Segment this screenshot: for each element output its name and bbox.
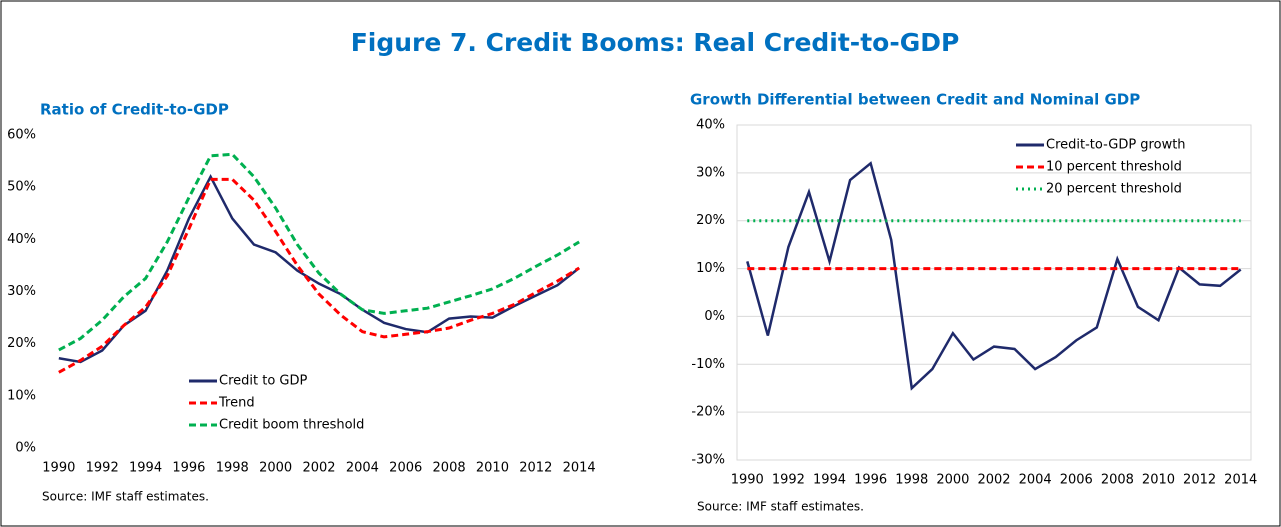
y-tick-label: 30% (7, 284, 36, 299)
x-tick-label: 2010 (476, 461, 509, 476)
y-tick-label: 10% (7, 388, 36, 403)
y-tick-label: 30% (696, 165, 725, 180)
figure-title: Figure 7. Credit Booms: Real Credit-to-G… (351, 28, 960, 57)
y-tick-label: 50% (7, 180, 36, 195)
x-tick-label: 1996 (172, 461, 205, 476)
y-tick-label: 40% (696, 118, 725, 133)
x-tick-label: 2004 (1019, 473, 1052, 488)
legend-label: Trend (218, 396, 255, 411)
x-tick-label: 1998 (216, 461, 249, 476)
x-tick-label: 1998 (895, 473, 928, 488)
plot-area (736, 124, 1252, 461)
y-tick-label: 0% (15, 441, 36, 456)
x-tick-label: 2000 (936, 473, 969, 488)
source-note: Source: IMF staff estimates. (42, 490, 209, 504)
x-tick-label: 1992 (772, 473, 805, 488)
x-tick-label: 2010 (1142, 473, 1175, 488)
x-tick-label: 2014 (1224, 473, 1257, 488)
y-tick-label: 10% (696, 261, 725, 276)
series-line (58, 174, 580, 364)
y-tick-label: -30% (691, 453, 725, 468)
chart-subtitle: Ratio of Credit-to-GDP (40, 101, 229, 119)
x-tick-label: 1996 (854, 473, 887, 488)
x-tick-label: 1994 (129, 461, 162, 476)
legend-label: 20 percent threshold (1046, 182, 1182, 197)
x-tick-label: 2012 (519, 461, 552, 476)
legend-label: Credit boom threshold (219, 418, 364, 433)
x-tick-label: 1990 (42, 461, 75, 476)
x-tick-label: 2006 (1060, 473, 1093, 488)
x-tick-label: 2004 (346, 461, 379, 476)
y-tick-label: 60% (7, 128, 36, 143)
x-tick-label: 2006 (389, 461, 422, 476)
x-tick-label: 1992 (86, 461, 119, 476)
x-tick-label: 2014 (563, 461, 596, 476)
x-tick-label: 2002 (977, 473, 1010, 488)
x-tick-label: 2000 (259, 461, 292, 476)
y-tick-label: 40% (7, 232, 36, 247)
legend-label: Credit-to-GDP growth (1046, 138, 1186, 153)
series-line (746, 161, 1242, 391)
series-line (58, 177, 580, 374)
x-tick-label: 2002 (302, 461, 335, 476)
x-tick-label: 2012 (1183, 473, 1216, 488)
series-line (58, 152, 580, 352)
chart-subtitle: Growth Differential between Credit and N… (690, 91, 1140, 109)
x-tick-label: 1990 (731, 473, 764, 488)
legend-label: Credit to GDP (219, 374, 307, 389)
y-tick-label: -20% (691, 405, 725, 420)
x-tick-label: 1994 (813, 473, 846, 488)
x-tick-label: 2008 (1101, 473, 1134, 488)
y-tick-label: 0% (704, 309, 725, 324)
y-tick-label: -10% (691, 357, 725, 372)
source-note: Source: IMF staff estimates. (697, 500, 864, 514)
y-tick-label: 20% (696, 213, 725, 228)
x-tick-label: 2008 (433, 461, 466, 476)
y-tick-label: 20% (7, 336, 36, 351)
legend-label: 10 percent threshold (1046, 160, 1182, 175)
